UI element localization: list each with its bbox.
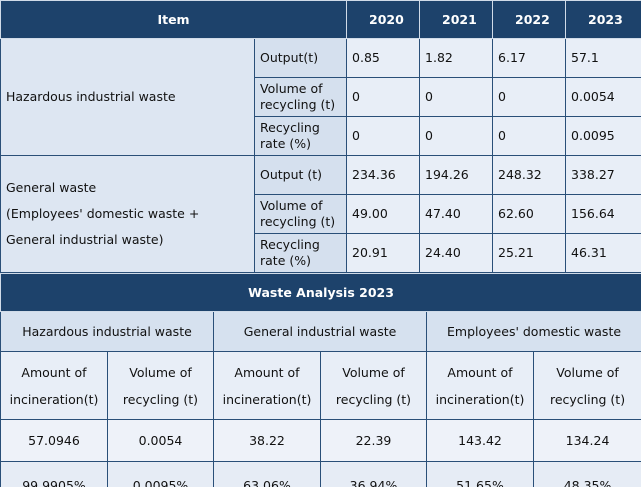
value-cell: 36.94% bbox=[320, 461, 427, 487]
group-label-line: General waste bbox=[6, 180, 97, 195]
table-row: Recycling rate (%) 0 0 0 0.0095 bbox=[1, 116, 641, 156]
column-header-line: Volume of bbox=[342, 364, 405, 380]
column-header-line: incineration(t) bbox=[9, 391, 99, 407]
value-cell: 38.22 bbox=[213, 419, 321, 462]
group-label-hazardous: Hazardous industrial waste bbox=[0, 38, 255, 156]
metric-label: Output(t) bbox=[253, 38, 348, 78]
table-row: Volume of recycling (t) 49.00 47.40 62.6… bbox=[1, 194, 641, 234]
column-header: Amount of incineration(t) bbox=[426, 351, 534, 420]
column-header: Volume of recycling (t) bbox=[320, 351, 427, 420]
column-header-line: incineration(t) bbox=[435, 391, 525, 407]
value-cell: 134.24 bbox=[532, 419, 641, 462]
value-cell: 46.31 bbox=[565, 233, 641, 273]
column-header-line: Amount of bbox=[234, 364, 300, 380]
value-cell: 0.0095% bbox=[107, 461, 214, 487]
waste-analysis-table: Waste Analysis 2023 Hazardous industrial… bbox=[0, 273, 641, 487]
value-cell: 0 bbox=[492, 77, 567, 117]
value-cell: 0.0054 bbox=[107, 419, 214, 462]
column-header: Volume of recycling (t) bbox=[532, 351, 641, 420]
value-cell: 47.40 bbox=[419, 194, 494, 234]
value-cell: 234.36 bbox=[346, 155, 421, 195]
table-row: Hazardous industrial waste Output(t) 0.8… bbox=[0, 38, 641, 156]
value-cell: 143.42 bbox=[426, 419, 534, 462]
value-cell: 0 bbox=[346, 77, 421, 117]
value-cell: 62.60 bbox=[492, 194, 567, 234]
column-header-line: recycling (t) bbox=[549, 391, 626, 407]
group-label-line: General industrial waste) bbox=[6, 232, 164, 247]
value-cell: 248.32 bbox=[492, 155, 567, 195]
column-header-line: recycling (t) bbox=[335, 391, 412, 407]
group-header: General industrial waste bbox=[213, 311, 427, 352]
column-header: Amount of incineration(t) bbox=[213, 351, 321, 420]
column-header: Volume of recycling (t) bbox=[107, 351, 214, 420]
section-title: Waste Analysis 2023 bbox=[0, 273, 641, 312]
column-header: Amount of incineration(t) bbox=[0, 351, 108, 420]
value-cell: 0.0054 bbox=[565, 77, 641, 117]
value-cell: 22.39 bbox=[320, 419, 427, 462]
table-header-row: Item 2020 2021 2022 2023 bbox=[0, 0, 641, 39]
value-cell: 156.64 bbox=[565, 194, 641, 234]
table-row: Recycling rate (%) 20.91 24.40 25.21 46.… bbox=[1, 233, 641, 273]
column-header-line: incineration(t) bbox=[222, 391, 312, 407]
value-cell: 51.65% bbox=[426, 461, 534, 487]
table-row: General waste (Employees' domestic waste… bbox=[0, 155, 641, 273]
value-cell: 0 bbox=[419, 77, 494, 117]
column-header-line: Volume of bbox=[556, 364, 619, 380]
column-header-line: Volume of bbox=[129, 364, 192, 380]
header-item: Item bbox=[0, 0, 348, 39]
waste-output-table: Item 2020 2021 2022 2023 Hazardous indus… bbox=[0, 0, 641, 273]
value-cell: 20.91 bbox=[346, 233, 421, 273]
value-cell: 194.26 bbox=[419, 155, 494, 195]
value-cell: 25.21 bbox=[492, 233, 567, 273]
metric-label: Volume of recycling (t) bbox=[253, 194, 348, 234]
group-label-line: Hazardous industrial waste bbox=[6, 89, 176, 104]
metric-label: Recycling rate (%) bbox=[253, 233, 348, 273]
value-cell: 49.00 bbox=[346, 194, 421, 234]
value-cell: 0 bbox=[346, 116, 421, 156]
value-cell: 338.27 bbox=[565, 155, 641, 195]
group-label-general: General waste (Employees' domestic waste… bbox=[0, 155, 255, 273]
value-cell: 6.17 bbox=[492, 38, 567, 78]
value-cell: 0 bbox=[419, 116, 494, 156]
header-year: 2022 bbox=[492, 0, 567, 39]
header-year: 2021 bbox=[419, 0, 494, 39]
column-header-line: Amount of bbox=[21, 364, 87, 380]
value-cell: 24.40 bbox=[419, 233, 494, 273]
table-row: Volume of recycling (t) 0 0 0 0.0054 bbox=[1, 77, 641, 117]
table-row: 99.9905% 0.0095% 63.06% 36.94% 51.65% 48… bbox=[0, 461, 641, 487]
value-cell: 48.35% bbox=[532, 461, 641, 487]
value-cell: 57.1 bbox=[565, 38, 641, 78]
value-cell: 63.06% bbox=[213, 461, 321, 487]
group-label-line: (Employees' domestic waste + bbox=[6, 206, 200, 221]
value-cell: 99.9905% bbox=[0, 461, 108, 487]
table-row: 57.0946 0.0054 38.22 22.39 143.42 134.24 bbox=[0, 419, 641, 462]
metric-label: Output (t) bbox=[253, 155, 348, 195]
column-header-line: recycling (t) bbox=[122, 391, 199, 407]
header-year: 2023 bbox=[565, 0, 641, 39]
group-header: Employees' domestic waste bbox=[425, 311, 641, 352]
group-header: Hazardous industrial waste bbox=[0, 311, 214, 352]
value-cell: 0.85 bbox=[346, 38, 421, 78]
header-year: 2020 bbox=[346, 0, 421, 39]
value-cell: 57.0946 bbox=[0, 419, 108, 462]
metric-label: Recycling rate (%) bbox=[253, 116, 348, 156]
value-cell: 1.82 bbox=[419, 38, 494, 78]
value-cell: 0.0095 bbox=[565, 116, 641, 156]
column-header-line: Amount of bbox=[447, 364, 513, 380]
value-cell: 0 bbox=[492, 116, 567, 156]
metric-label: Volume of recycling (t) bbox=[253, 77, 348, 117]
